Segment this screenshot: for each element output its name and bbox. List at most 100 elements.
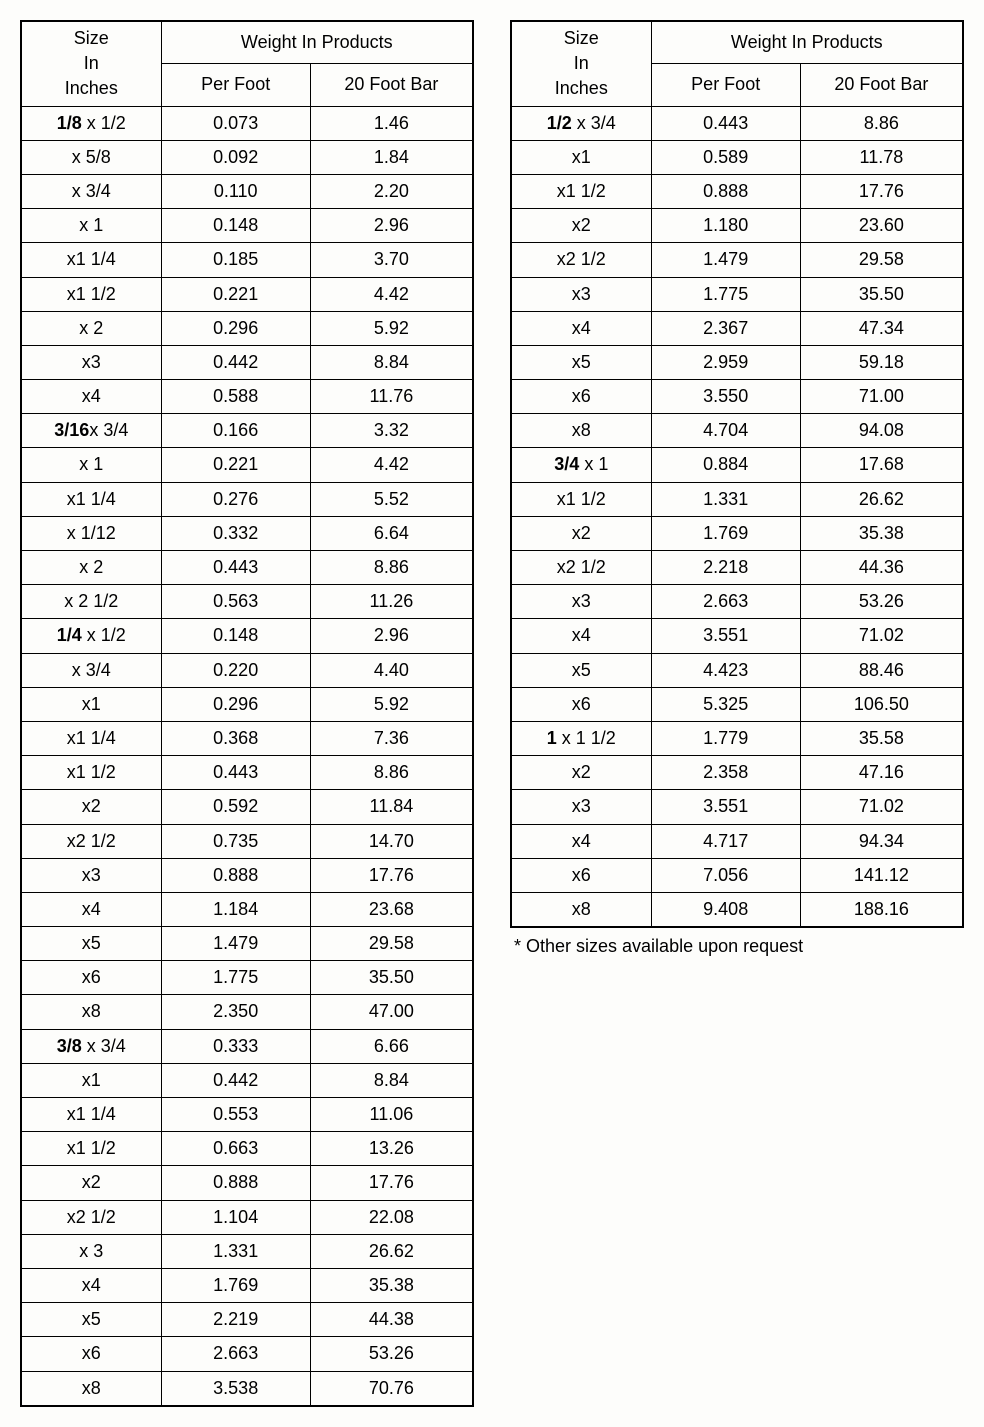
weight-table-right: Size In Inches Weight In Products Per Fo… — [510, 20, 964, 928]
size-header: Size In Inches — [21, 21, 161, 106]
per-foot-cell: 0.888 — [161, 1166, 310, 1200]
per-foot-cell: 0.442 — [161, 1063, 310, 1097]
per-foot-cell: 1.479 — [651, 243, 800, 277]
size-cell: x 1/12 — [21, 516, 161, 550]
table-row: x21.18023.60 — [511, 209, 963, 243]
size-cell: x4 — [511, 311, 651, 345]
bar-cell: 94.34 — [800, 824, 963, 858]
size-cell: x5 — [21, 927, 161, 961]
table-row: x2 1/21.10422.08 — [21, 1200, 473, 1234]
size-rest: x2 — [82, 796, 101, 816]
per-foot-cell: 0.553 — [161, 1098, 310, 1132]
bar-cell: 26.62 — [310, 1234, 473, 1268]
size-rest: x4 — [572, 625, 591, 645]
size-cell: 1 x 1 1/2 — [511, 721, 651, 755]
bar-cell: 8.84 — [310, 1063, 473, 1097]
table-row: 1 x 1 1/21.77935.58 — [511, 721, 963, 755]
per-foot-cell: 2.218 — [651, 551, 800, 585]
table-row: x 5/80.0921.84 — [21, 140, 473, 174]
table-row: x82.35047.00 — [21, 995, 473, 1029]
size-rest: x 3/4 — [572, 113, 616, 133]
bar-cell: 13.26 — [310, 1132, 473, 1166]
size-cell: x4 — [21, 892, 161, 926]
per-foot-cell: 0.332 — [161, 516, 310, 550]
per-foot-cell: 5.325 — [651, 687, 800, 721]
size-rest: x3 — [82, 865, 101, 885]
per-foot-cell: 0.589 — [651, 140, 800, 174]
bar-cell: 23.60 — [800, 209, 963, 243]
per-foot-cell: 0.443 — [161, 551, 310, 585]
bar-cell: 71.02 — [800, 790, 963, 824]
size-cell: x1 — [21, 687, 161, 721]
size-rest: x2 1/2 — [557, 249, 606, 269]
per-foot-cell: 4.717 — [651, 824, 800, 858]
bar-cell: 8.86 — [310, 551, 473, 585]
size-header-line1: Size — [564, 28, 599, 48]
table-row: x41.18423.68 — [21, 892, 473, 926]
size-header-line3: Inches — [555, 78, 608, 98]
table-head: Size In Inches Weight In Products Per Fo… — [511, 21, 963, 106]
size-rest: x1 1/2 — [557, 181, 606, 201]
size-cell: x 3 — [21, 1234, 161, 1268]
size-cell: x8 — [511, 414, 651, 448]
size-rest: x1 — [572, 147, 591, 167]
table-row: x83.53870.76 — [21, 1371, 473, 1406]
size-rest: x8 — [82, 1001, 101, 1021]
size-cell: x2 1/2 — [21, 824, 161, 858]
bar-cell: 94.08 — [800, 414, 963, 448]
table-row: x 1/120.3326.64 — [21, 516, 473, 550]
size-rest: x2 — [82, 1172, 101, 1192]
bar-cell: 11.78 — [800, 140, 963, 174]
size-rest: x1 1/4 — [67, 1104, 116, 1124]
size-cell: x5 — [511, 345, 651, 379]
size-cell: x6 — [511, 380, 651, 414]
bar-cell: 71.02 — [800, 619, 963, 653]
bar-cell: 2.20 — [310, 174, 473, 208]
size-cell: x 2 — [21, 311, 161, 345]
size-cell: x3 — [21, 858, 161, 892]
size-rest: x 3/4 — [82, 1036, 126, 1056]
size-header-line2: In — [84, 53, 99, 73]
size-cell: x1 1/2 — [21, 277, 161, 311]
size-cell: x 1 — [21, 209, 161, 243]
bar-cell: 26.62 — [800, 482, 963, 516]
per-foot-cell: 1.775 — [161, 961, 310, 995]
weight-table-left: Size In Inches Weight In Products Per Fo… — [20, 20, 474, 1407]
bar-cell: 4.42 — [310, 277, 473, 311]
size-cell: x1 — [21, 1063, 161, 1097]
table-body-left: 1/8 x 1/20.0731.46x 5/80.0921.84x 3/40.1… — [21, 106, 473, 1406]
bar-cell: 17.68 — [800, 448, 963, 482]
table-row: x 10.2214.42 — [21, 448, 473, 482]
bar-header: 20 Foot Bar — [310, 64, 473, 106]
size-rest: x 1/12 — [67, 523, 116, 543]
per-foot-cell: 0.735 — [161, 824, 310, 858]
size-cell: 1/4 x 1/2 — [21, 619, 161, 653]
size-cell: x1 1/4 — [21, 1098, 161, 1132]
per-foot-cell: 2.959 — [651, 345, 800, 379]
per-foot-cell: 0.221 — [161, 448, 310, 482]
bar-cell: 3.32 — [310, 414, 473, 448]
size-rest: x8 — [572, 420, 591, 440]
per-foot-cell: 0.221 — [161, 277, 310, 311]
size-cell: 1/8 x 1/2 — [21, 106, 161, 140]
table-row: x 2 1/20.56311.26 — [21, 585, 473, 619]
size-cell: x5 — [21, 1303, 161, 1337]
per-foot-cell: 0.563 — [161, 585, 310, 619]
bar-cell: 5.92 — [310, 687, 473, 721]
per-foot-cell: 0.588 — [161, 380, 310, 414]
per-foot-cell: 0.333 — [161, 1029, 310, 1063]
table-row: x67.056141.12 — [511, 858, 963, 892]
bar-cell: 53.26 — [310, 1337, 473, 1371]
per-foot-cell: 0.888 — [651, 174, 800, 208]
size-rest: x1 1/2 — [67, 1138, 116, 1158]
bar-header: 20 Foot Bar — [800, 64, 963, 106]
left-column: Size In Inches Weight In Products Per Fo… — [20, 20, 474, 1407]
size-cell: x4 — [511, 619, 651, 653]
bar-cell: 5.52 — [310, 482, 473, 516]
size-rest: x 1 1/2 — [557, 728, 616, 748]
per-foot-cell: 1.104 — [161, 1200, 310, 1234]
size-cell: x1 1/2 — [21, 1132, 161, 1166]
table-row: x30.4428.84 — [21, 345, 473, 379]
per-foot-cell: 2.367 — [651, 311, 800, 345]
bar-cell: 2.96 — [310, 619, 473, 653]
